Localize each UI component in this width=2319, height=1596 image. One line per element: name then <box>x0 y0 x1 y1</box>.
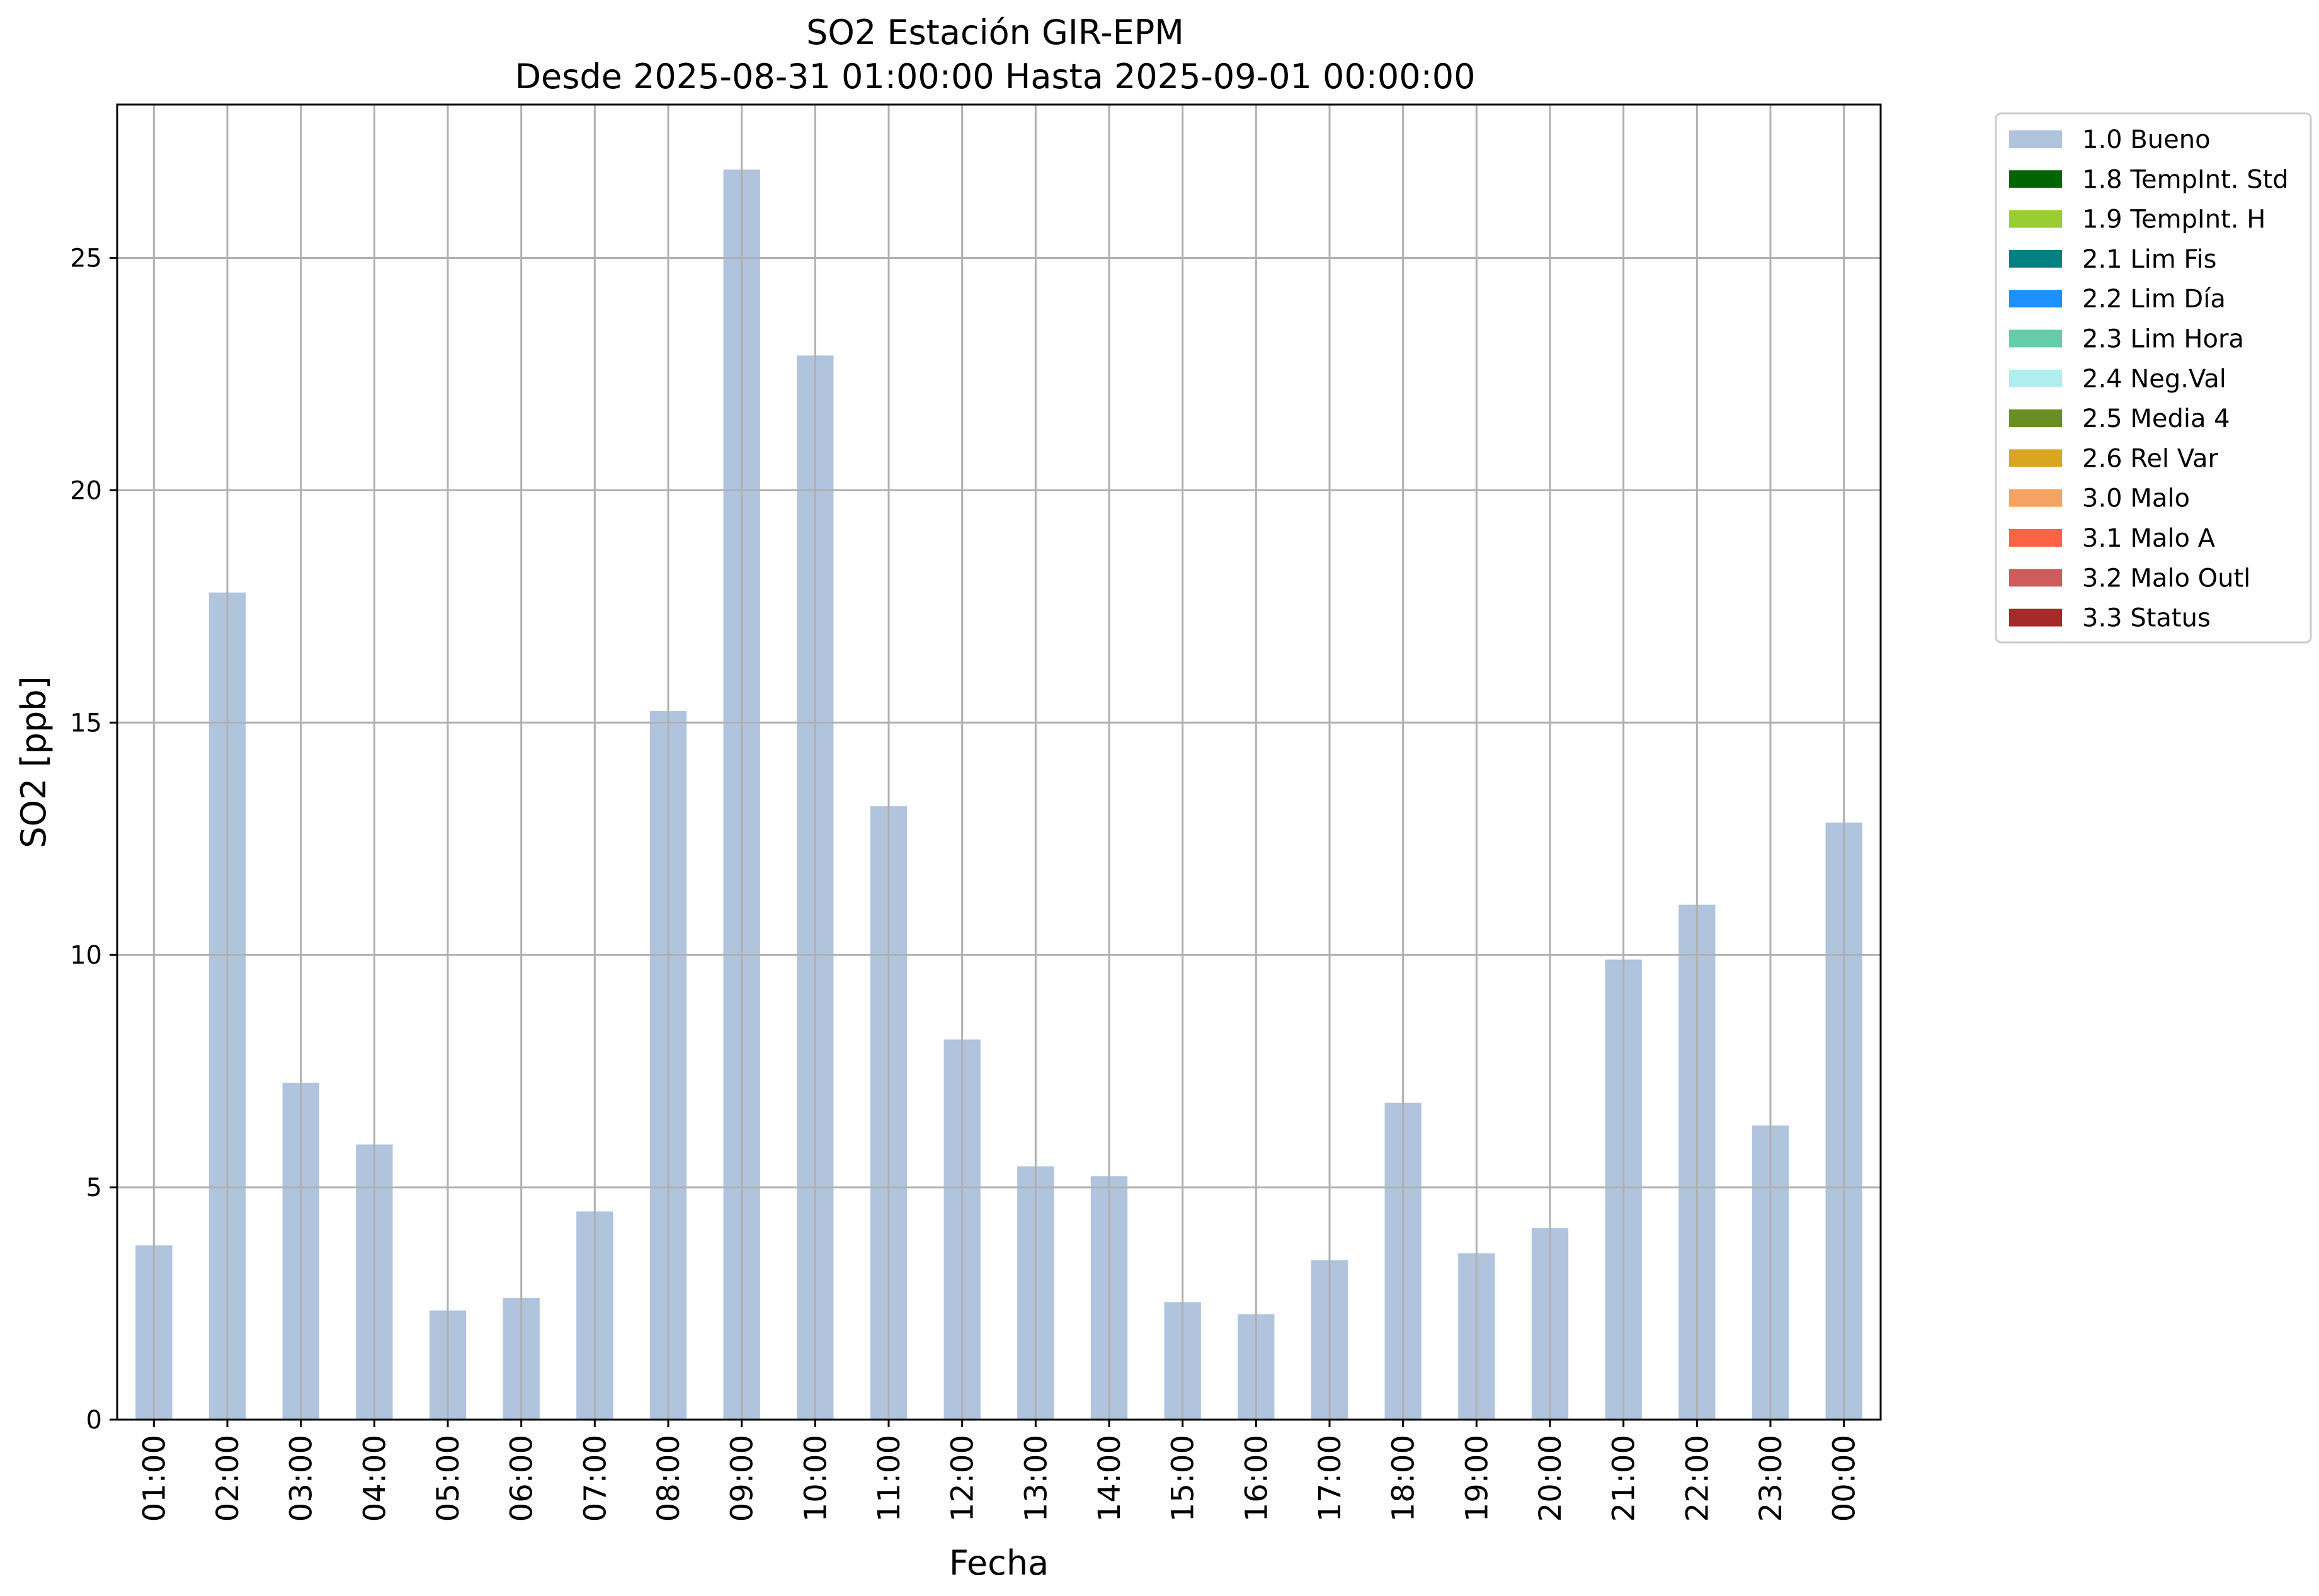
legend-label: 1.0 Bueno <box>2082 125 2211 154</box>
y-tick-label: 5 <box>86 1173 102 1202</box>
plot-area <box>116 103 1882 1421</box>
legend-swatch <box>2009 529 2062 547</box>
legend-label: 2.2 Lim Día <box>2082 285 2226 314</box>
legend-label: 2.3 Lim Hora <box>2082 325 2244 354</box>
legend-swatch <box>2009 489 2062 507</box>
x-tick-label: 03:00 <box>284 1435 319 1522</box>
x-tick-label: 01:00 <box>137 1435 172 1522</box>
legend-label: 2.5 Media 4 <box>2082 404 2230 433</box>
x-axis: 01:00 02:00 03:00 04:00 05:00 06:00 07:00 08:00… <box>137 1420 1862 1522</box>
x-tick-label: 00:00 <box>1827 1435 1862 1522</box>
y-tick-label: 25 <box>70 244 102 273</box>
x-tick-label: 08:00 <box>651 1435 687 1522</box>
x-tick-label: 14:00 <box>1092 1435 1127 1522</box>
x-tick-label: 15:00 <box>1166 1435 1201 1522</box>
legend-swatch <box>2009 569 2062 587</box>
legend-label: 2.1 Lim Fis <box>2082 245 2216 274</box>
x-tick-label: 12:00 <box>945 1435 981 1522</box>
x-tick-label: 07:00 <box>578 1435 613 1522</box>
legend-label: 2.6 Rel Var <box>2082 444 2219 473</box>
x-tick-label: 19:00 <box>1459 1435 1495 1522</box>
x-tick-label: 05:00 <box>431 1435 466 1522</box>
x-tick-label: 02:00 <box>210 1435 246 1522</box>
x-tick-label: 10:00 <box>798 1435 833 1522</box>
legend-swatch <box>2009 170 2062 188</box>
bars <box>135 169 1862 1420</box>
legend-frame <box>1995 112 2312 644</box>
x-tick-label: 23:00 <box>1753 1435 1789 1522</box>
legend-swatch <box>2009 409 2062 428</box>
legend-label: 3.0 Malo <box>2082 484 2190 513</box>
x-tick-label: 20:00 <box>1533 1435 1568 1522</box>
x-tick-label: 11:00 <box>872 1435 907 1522</box>
legend-label: 3.1 Malo A <box>2082 524 2216 553</box>
legend-label: 3.3 Status <box>2082 604 2211 633</box>
legend-swatch <box>2009 130 2062 148</box>
legend-swatch <box>2009 369 2062 387</box>
x-tick-label: 13:00 <box>1018 1435 1054 1522</box>
y-tick-label: 0 <box>86 1406 102 1435</box>
chart-subtitle: Desde 2025-08-31 01:00:00 Hasta 2025-09-… <box>515 57 1475 96</box>
legend-label: 1.8 TempInt. Std <box>2082 165 2289 194</box>
grid-lines <box>117 105 1881 1421</box>
legend-swatch <box>2009 290 2062 308</box>
x-tick-label: 22:00 <box>1680 1435 1715 1522</box>
x-tick-label: 06:00 <box>504 1435 540 1522</box>
legend: 1.0 Bueno 1.8 TempInt. Std 1.9 TempInt. H 2… <box>1995 112 2312 644</box>
legend-label: 3.2 Malo Outl <box>2082 564 2250 593</box>
x-tick-label: 16:00 <box>1239 1435 1274 1522</box>
chart-title: SO2 Estación GIR-EPM <box>806 13 1184 52</box>
legend-swatch <box>2009 210 2062 228</box>
x-tick-label: 17:00 <box>1313 1435 1348 1522</box>
x-axis-label: Fecha <box>949 1543 1049 1583</box>
legend-items: 1.0 Bueno 1.8 TempInt. Std 1.9 TempInt. H 2… <box>2009 125 2289 633</box>
legend-swatch <box>2009 449 2062 467</box>
plot-frame <box>116 103 1882 1421</box>
y-tick-label: 10 <box>70 941 102 970</box>
legend-swatch <box>2009 608 2062 627</box>
y-axis-label: SO2 [ppb] <box>14 676 54 848</box>
legend-swatch <box>2009 249 2062 268</box>
y-tick-label: 15 <box>70 709 102 738</box>
x-tick-label: 21:00 <box>1607 1435 1642 1522</box>
x-tick-label: 04:00 <box>357 1435 392 1522</box>
legend-label: 2.4 Neg.Val <box>2082 365 2226 394</box>
legend-swatch <box>2009 329 2062 348</box>
y-axis: 0 5 10 15 20 25 <box>70 244 117 1435</box>
y-tick-label: 20 <box>70 476 102 505</box>
legend-label: 1.9 TempInt. H <box>2082 205 2265 234</box>
x-tick-label: 18:00 <box>1386 1435 1422 1522</box>
x-tick-label: 09:00 <box>725 1435 760 1522</box>
